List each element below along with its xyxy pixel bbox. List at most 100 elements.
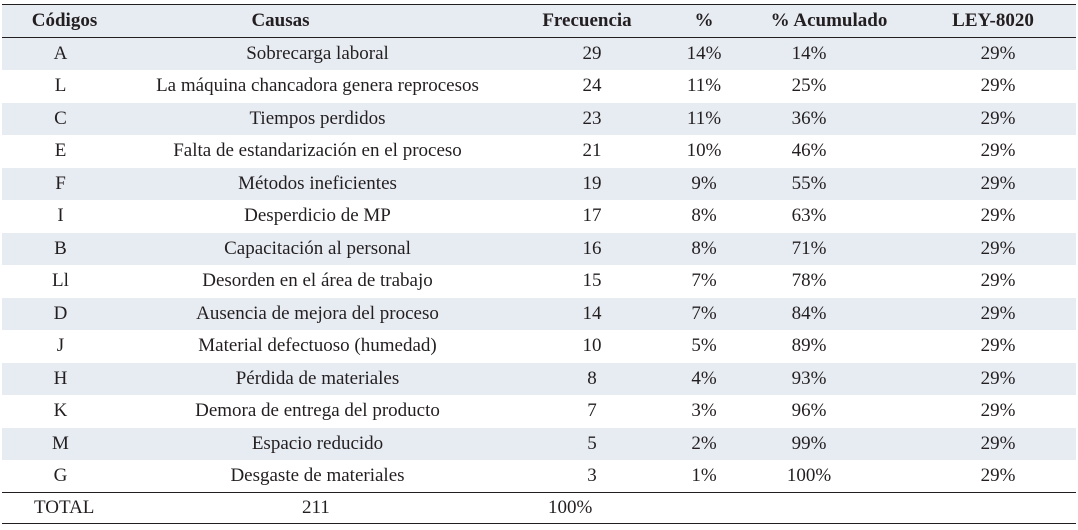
cell-cumulative: 84% — [748, 297, 910, 330]
cell-cause: La máquina chancadora genera reprocesos — [127, 69, 514, 103]
cell-frequency: 10 — [514, 329, 660, 363]
cell-cumulative: 99% — [748, 427, 910, 460]
cell-frequency: 23 — [514, 102, 660, 135]
cell-cause: Material defectuoso (humedad) — [127, 329, 514, 363]
cell-percent: 11% — [660, 102, 748, 135]
cell-cause: Ausencia de mejora del proceso — [127, 297, 514, 330]
table-body: A Sobrecarga laboral 29 14% 14% 29% L La máquin… — [2, 37, 1076, 524]
cell-code: C — [2, 102, 127, 135]
cell-ley-8020: 29% — [910, 102, 1076, 135]
cell-frequency: 15 — [514, 264, 660, 298]
cell-frequency: 21 — [514, 134, 660, 168]
cell-code: J — [2, 329, 127, 363]
cell-ley-8020: 29% — [910, 69, 1076, 103]
cell-cumulative: 93% — [748, 362, 910, 395]
cell-ley-8020: 29% — [910, 427, 1076, 460]
cell-ley-8020: 29% — [910, 199, 1076, 233]
cell-frequency: 7 — [514, 394, 660, 428]
table-row: A Sobrecarga laboral 29 14% 14% 29% — [2, 37, 1076, 70]
header-codigos: Códigos — [2, 4, 127, 38]
cell-code: A — [2, 37, 127, 70]
cell-cumulative: 89% — [748, 329, 910, 363]
cell-ley-8020: 29% — [910, 362, 1076, 395]
table-row: G Desgaste de materiales 3 1% 100% 29% — [2, 459, 1076, 493]
cell-cumulative: 55% — [748, 167, 910, 200]
cell-ley-8020: 29% — [910, 232, 1076, 265]
table-row: F Métodos ineficientes 19 9% 55% 29% — [2, 167, 1076, 200]
cell-cumulative: 96% — [748, 394, 910, 428]
cell-cause: Métodos ineficientes — [127, 167, 514, 200]
cell-percent: 8% — [660, 199, 748, 233]
cell-cumulative: 63% — [748, 199, 910, 233]
cell-cause: Falta de estandarización en el proceso — [127, 134, 514, 168]
cell-ley-8020: 29% — [910, 134, 1076, 168]
cell-cause: Espacio reducido — [127, 427, 514, 460]
cell-cumulative: 14% — [748, 37, 910, 70]
header-porcentaje: % — [660, 4, 748, 38]
pareto-table: Códigos Causas Frecuencia % % Acumulado … — [2, 4, 1076, 524]
table-row: Ll Desorden en el área de trabajo 15 7% 78% 2… — [2, 264, 1076, 298]
cell-percent: 8% — [660, 232, 748, 265]
total-row: TOTAL 211 100% — [2, 492, 1076, 524]
cell-code: Ll — [2, 264, 127, 298]
cell-cause: Desperdicio de MP — [127, 199, 514, 233]
cell-code: G — [2, 459, 127, 493]
table-row: H Pérdida de materiales 8 4% 93% 29% — [2, 362, 1076, 395]
cell-ley-8020: 29% — [910, 394, 1076, 428]
cell-cause: Demora de entrega del producto — [127, 394, 514, 428]
cell-ley-8020: 29% — [910, 459, 1076, 493]
cell-cumulative: 46% — [748, 134, 910, 168]
cell-code: F — [2, 167, 127, 200]
cell-cause: Desorden en el área de trabajo — [127, 264, 514, 298]
header-ley-8020: LEY-8020 — [910, 4, 1076, 38]
cell-ley-8020: 29% — [910, 167, 1076, 200]
cell-percent: 11% — [660, 69, 748, 103]
cell-cause: Capacitación al personal — [127, 232, 514, 265]
cell-ley-8020: 29% — [910, 264, 1076, 298]
cell-code: B — [2, 232, 127, 265]
cell-cumulative: 71% — [748, 232, 910, 265]
cell-cumulative: 25% — [748, 69, 910, 103]
cell-cause: Sobrecarga laboral — [127, 37, 514, 70]
table-row: I Desperdicio de MP 17 8% 63% 29% — [2, 199, 1076, 233]
cell-cause: Pérdida de materiales — [127, 362, 514, 395]
cell-percent: 2% — [660, 427, 748, 460]
header-frecuencia: Frecuencia — [514, 4, 660, 38]
cell-percent: 1% — [660, 459, 748, 493]
cell-cause: Desgaste de materiales — [127, 459, 514, 493]
cell-percent: 4% — [660, 362, 748, 395]
cell-frequency: 8 — [514, 362, 660, 395]
cell-code: M — [2, 427, 127, 460]
cell-cumulative: 78% — [748, 264, 910, 298]
table-row: M Espacio reducido 5 2% 99% 29% — [2, 427, 1076, 460]
cell-percent: 7% — [660, 264, 748, 298]
cell-frequency: 17 — [514, 199, 660, 233]
cell-code: I — [2, 199, 127, 233]
cell-code: E — [2, 134, 127, 168]
cell-frequency: 3 — [514, 459, 660, 493]
table-row: K Demora de entrega del producto 7 3% 96% 29% — [2, 394, 1076, 428]
cell-cause: Tiempos perdidos — [127, 102, 514, 135]
total-percent: 100% — [548, 497, 593, 518]
cell-frequency: 24 — [514, 69, 660, 103]
cell-frequency: 14 — [514, 297, 660, 330]
table-row: B Capacitación al personal 16 8% 71% 29% — [2, 232, 1076, 265]
cell-percent: 9% — [660, 167, 748, 200]
cell-code: K — [2, 394, 127, 428]
table-row: E Falta de estandarización en el proceso 2… — [2, 134, 1076, 168]
cell-code: H — [2, 362, 127, 395]
header-causas: Causas — [127, 4, 514, 38]
cell-frequency: 16 — [514, 232, 660, 265]
cell-code: D — [2, 297, 127, 330]
cell-ley-8020: 29% — [910, 297, 1076, 330]
cell-ley-8020: 29% — [910, 329, 1076, 363]
cell-frequency: 19 — [514, 167, 660, 200]
header-acumulado: % Acumulado — [748, 4, 910, 38]
cell-ley-8020: 29% — [910, 37, 1076, 70]
cell-percent: 3% — [660, 394, 748, 428]
table-row: D Ausencia de mejora del proceso 14 7% 84% 29… — [2, 297, 1076, 330]
table-row: C Tiempos perdidos 23 11% 36% 29% — [2, 102, 1076, 135]
cell-code: L — [2, 69, 127, 103]
cell-cumulative: 100% — [748, 459, 910, 493]
header-row: Códigos Causas Frecuencia % % Acumulado … — [2, 4, 1076, 38]
